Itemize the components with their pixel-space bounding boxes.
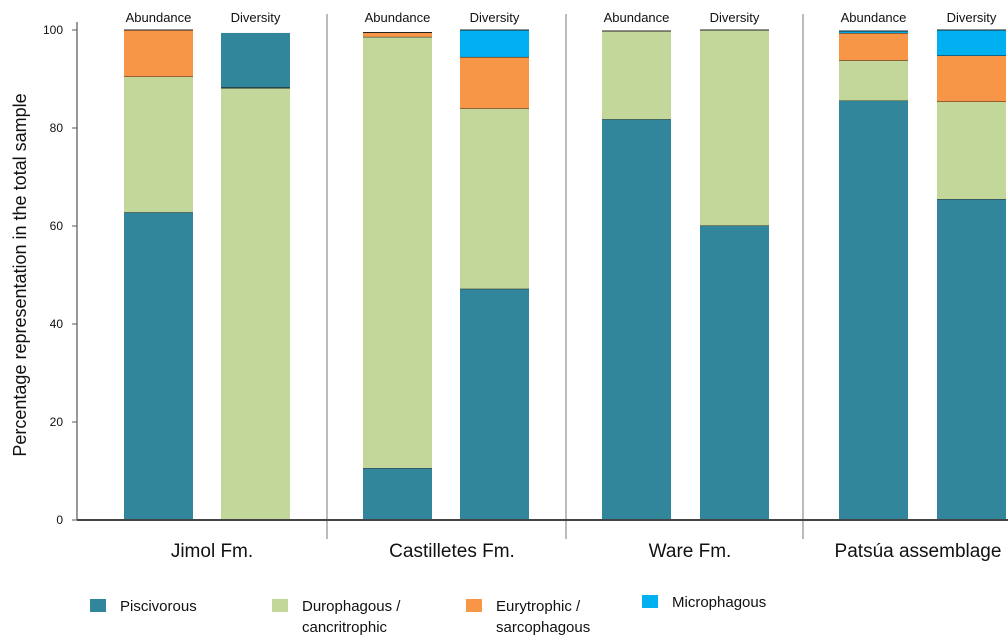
bar-segment-piscivorous [700, 225, 769, 520]
legend-item-piscivorous: Piscivorous [90, 596, 197, 617]
bar-segment-durophagous [460, 108, 529, 289]
group-label: Patsúa assemblage [835, 541, 1002, 562]
bar-segment-durophagous [124, 76, 193, 213]
y-tick-label: 0 [56, 513, 63, 527]
legend-item-microphagous: Microphagous [642, 592, 766, 613]
group-label: Jimol Fm. [171, 541, 253, 562]
bar-segment-piscivorous [460, 288, 529, 520]
legend-label-durophagous: Durophagous / cancritrophic [302, 598, 401, 636]
y-tick-label: 80 [50, 121, 64, 135]
bar-segment-durophagous [602, 30, 671, 120]
group-label: Ware Fm. [649, 541, 732, 562]
y-tick-label: 20 [50, 415, 64, 429]
bar-segment-durophagous [221, 87, 290, 520]
bar-segment-durophagous [937, 101, 1006, 200]
group-label: Castilletes Fm. [389, 541, 515, 562]
bar-segment-eurytrophic [839, 32, 908, 61]
y-tick-label: 40 [50, 317, 64, 331]
legend: Piscivorous Durophagous / cancritrophic … [0, 594, 1008, 638]
legend-swatch-eurytrophic [466, 599, 482, 612]
bar-category-label: Diversity [947, 10, 997, 25]
bar-segment-eurytrophic [124, 30, 193, 77]
legend-label-microphagous: Microphagous [672, 594, 767, 611]
bar-category-label: Diversity [231, 10, 281, 25]
legend-swatch-microphagous [642, 595, 658, 608]
bar-category-label: Diversity [710, 10, 760, 25]
legend-swatch-piscivorous [90, 599, 106, 612]
bar-segment-microphagous [839, 30, 908, 33]
y-tick-label: 60 [50, 219, 64, 233]
legend-label-eurytrophic: Eurytrophic / sarcophagous [496, 598, 591, 636]
bar-segment-piscivorous [221, 32, 290, 88]
bar-segment-piscivorous [839, 100, 908, 520]
y-axis-label: Percentage representation in the total s… [10, 93, 30, 456]
bar-category-label: Diversity [470, 10, 520, 25]
bar-segment-durophagous [363, 36, 432, 469]
bar-segment-microphagous [937, 30, 1006, 56]
bar-category-label: Abundance [365, 10, 431, 25]
bar-segment-microphagous [460, 30, 529, 57]
bar-segment-piscivorous [602, 119, 671, 521]
bar-category-label: Abundance [841, 10, 907, 25]
y-tick-label: 100 [43, 23, 63, 37]
bar-segment-durophagous [700, 30, 769, 226]
bar-segment-eurytrophic [363, 32, 432, 37]
bar-segment-piscivorous [363, 468, 432, 520]
stacked-bar-chart: Percentage representation in the total s… [10, 10, 1008, 562]
bar-segment-eurytrophic [937, 55, 1006, 102]
legend-label-piscivorous: Piscivorous [120, 598, 197, 615]
bar-category-label: Abundance [126, 10, 192, 25]
legend-item-durophagous: Durophagous / cancritrophic [272, 596, 400, 638]
bar-category-label: Abundance [604, 10, 670, 25]
legend-swatch-durophagous [272, 599, 288, 612]
bar-segment-piscivorous [124, 212, 193, 520]
legend-item-eurytrophic: Eurytrophic / sarcophagous [466, 596, 590, 638]
bar-segment-durophagous [839, 60, 908, 101]
bar-segment-piscivorous [937, 199, 1006, 521]
bar-segment-eurytrophic [460, 56, 529, 109]
